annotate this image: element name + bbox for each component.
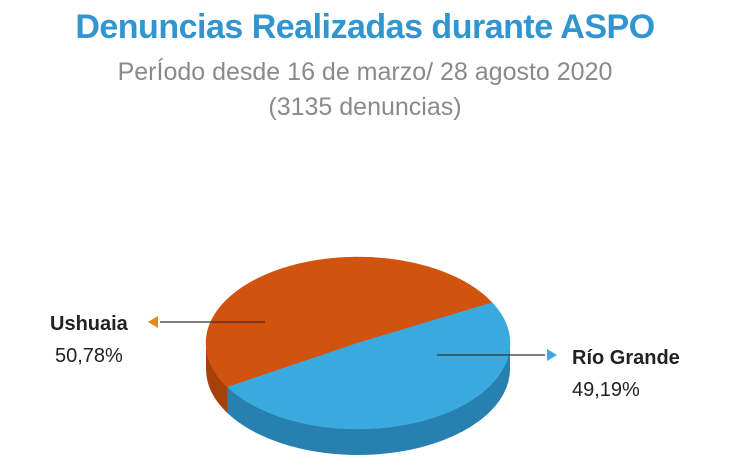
pie-side-ushuaia [206, 343, 228, 414]
rio-grande-value: 49,19% [572, 379, 640, 401]
ushuaia-arrow-icon [148, 316, 158, 328]
pie-side-río-grande [227, 343, 510, 455]
chart-title: Denuncias Realizadas durante ASPO [75, 8, 655, 46]
pie-slice-ushuaia [205, 256, 493, 388]
chart-subtitle-period: PerÍodo desde 16 de marzo/ 28 agosto 202… [117, 58, 613, 86]
ushuaia-label: Ushuaia [50, 313, 129, 335]
ushuaia-value: 50,78% [55, 345, 123, 367]
rio-grande-label: Río Grande [572, 347, 680, 369]
chart-subtitle-count: (3135 denuncias) [268, 93, 462, 121]
pie-slice-río-grande [227, 302, 511, 430]
rio-grande-arrow-icon [547, 349, 557, 361]
